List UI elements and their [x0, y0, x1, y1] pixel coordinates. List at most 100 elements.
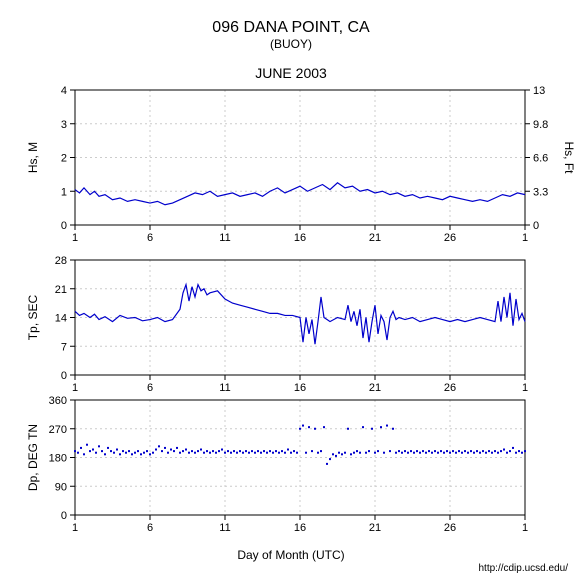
dp-point: [440, 450, 442, 452]
dp-point: [371, 428, 373, 430]
dp-point: [110, 450, 112, 452]
dp-point: [344, 452, 346, 454]
x-tick-label: 1: [72, 232, 78, 244]
y-tick-label: 21: [55, 284, 67, 296]
dp-point: [383, 452, 385, 454]
dp-point: [308, 426, 310, 428]
dp-point: [95, 452, 97, 454]
dp-point: [332, 453, 334, 455]
dp-point: [263, 450, 265, 452]
chart-month: JUNE 2003: [255, 65, 327, 81]
dp-point: [419, 452, 421, 454]
dp-point: [449, 452, 451, 454]
dp-point: [176, 447, 178, 449]
x-tick-label: 1: [72, 522, 78, 534]
dp-point: [314, 428, 316, 430]
dp-point: [275, 450, 277, 452]
dp-point: [320, 450, 322, 452]
dp-point: [260, 452, 262, 454]
y2-tick-label: 6.6: [533, 153, 548, 165]
x-tick-label: 26: [444, 382, 456, 394]
dp-point: [140, 453, 142, 455]
y2-tick-label: 0: [533, 220, 539, 232]
x-tick-label: 21: [369, 382, 381, 394]
dp-point: [83, 453, 85, 455]
y-tick-label: 3: [61, 119, 67, 131]
dp-point: [218, 450, 220, 452]
dp-point: [182, 450, 184, 452]
dp-point: [497, 452, 499, 454]
dp-point: [281, 450, 283, 452]
y2-tick-label: 13: [533, 85, 545, 97]
dp-point: [107, 447, 109, 449]
chart-subtitle: (BUOY): [270, 37, 312, 51]
dp-point: [116, 449, 118, 451]
y2-axis-label: Hs, Ft: [562, 142, 576, 175]
dp-point: [392, 428, 394, 430]
dp-point: [242, 452, 244, 454]
y2-tick-label: 3.3: [533, 186, 548, 198]
y-tick-label: 270: [49, 424, 67, 436]
dp-point: [146, 450, 148, 452]
dp-point: [389, 450, 391, 452]
dp-point: [245, 450, 247, 452]
x-tick-label: 16: [294, 382, 306, 394]
dp-point: [476, 450, 478, 452]
dp-point: [431, 452, 433, 454]
dp-point: [290, 452, 292, 454]
dp-point: [269, 450, 271, 452]
dp-point: [368, 450, 370, 452]
dp-point: [356, 450, 358, 452]
dp-point: [125, 452, 127, 454]
dp-point: [197, 450, 199, 452]
x-tick-label: 6: [147, 522, 153, 534]
x-tick-label: 6: [147, 232, 153, 244]
dp-point: [329, 458, 331, 460]
x-tick-label: 1: [522, 382, 528, 394]
dp-point: [461, 452, 463, 454]
y-tick-label: 2: [61, 153, 67, 165]
dp-point: [251, 450, 253, 452]
dp-point: [224, 452, 226, 454]
y-tick-label: 0: [61, 370, 67, 382]
dp-point: [458, 450, 460, 452]
y-tick-label: 4: [61, 85, 67, 97]
dp-point: [467, 452, 469, 454]
dp-point: [341, 453, 343, 455]
dp-point: [521, 452, 523, 454]
dp-point: [359, 452, 361, 454]
dp-point: [518, 450, 520, 452]
dp-point: [131, 453, 133, 455]
dp-point: [437, 452, 439, 454]
y-tick-label: 90: [55, 481, 67, 493]
dp-point: [101, 450, 103, 452]
y-axis-label: Tp, SEC: [26, 295, 40, 341]
dp-point: [398, 450, 400, 452]
dp-point: [455, 452, 457, 454]
dp-point: [257, 450, 259, 452]
dp-point: [338, 452, 340, 454]
dp-point: [494, 450, 496, 452]
y-tick-label: 180: [49, 453, 67, 465]
dp-point: [170, 449, 172, 451]
y-tick-label: 1: [61, 186, 67, 198]
dp-point: [92, 449, 94, 451]
dp-point: [326, 463, 328, 465]
x-tick-label: 6: [147, 382, 153, 394]
dp-point: [122, 450, 124, 452]
y-tick-label: 14: [55, 313, 67, 325]
x-tick-label: 11: [219, 522, 230, 534]
dp-point: [89, 450, 91, 452]
dp-point: [515, 452, 517, 454]
dp-point: [485, 452, 487, 454]
dp-point: [212, 450, 214, 452]
dp-point: [353, 452, 355, 454]
dp-point: [98, 445, 100, 447]
dp-point: [428, 450, 430, 452]
dp-point: [221, 449, 223, 451]
dp-point: [164, 447, 166, 449]
dp-point: [236, 452, 238, 454]
dp-point: [161, 450, 163, 452]
dp-point: [482, 450, 484, 452]
dp-point: [233, 450, 235, 452]
